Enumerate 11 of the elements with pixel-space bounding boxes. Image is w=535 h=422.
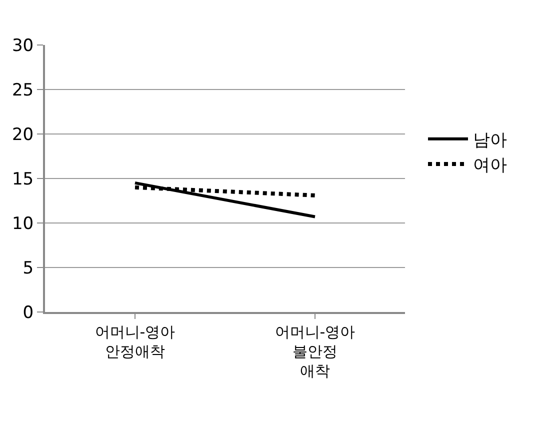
y-tick-label: 30: [12, 36, 34, 56]
legend-label: 여아: [473, 156, 507, 176]
y-tick-label: 10: [12, 214, 34, 234]
y-tick-label: 20: [12, 124, 34, 145]
x-tick-label: 어머니-영아 안정애착: [94, 323, 176, 360]
y-tick-label: 25: [12, 80, 34, 100]
y-tick-label: 0: [22, 302, 34, 323]
x-tick-label: 어머니-영아 불안정 애착: [274, 323, 356, 380]
y-tick-label: 15: [12, 169, 34, 190]
legend-label: 남아: [473, 130, 507, 150]
y-tick-label: 5: [22, 258, 34, 278]
